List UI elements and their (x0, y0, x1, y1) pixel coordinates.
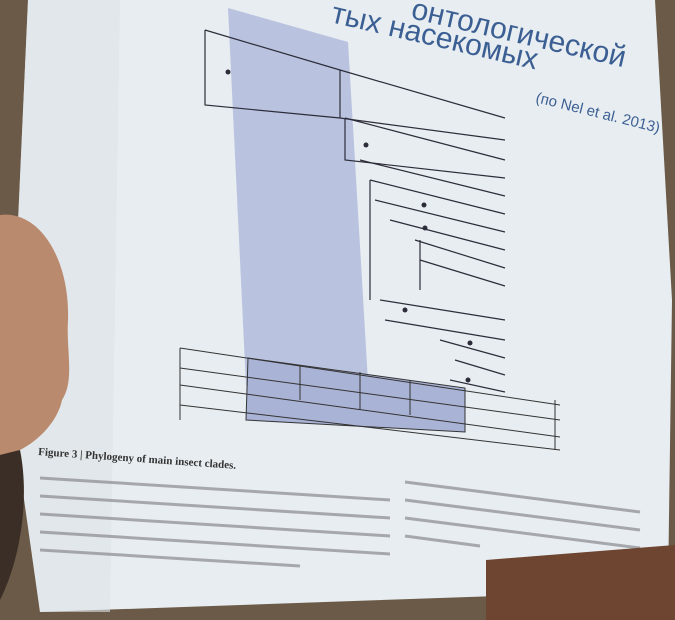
clade-highlight (228, 8, 368, 386)
photo: онтологической тых насекомых (по Nel et … (0, 0, 675, 620)
page: {"slide": {"title_line1": "онтологическо… (0, 0, 675, 620)
